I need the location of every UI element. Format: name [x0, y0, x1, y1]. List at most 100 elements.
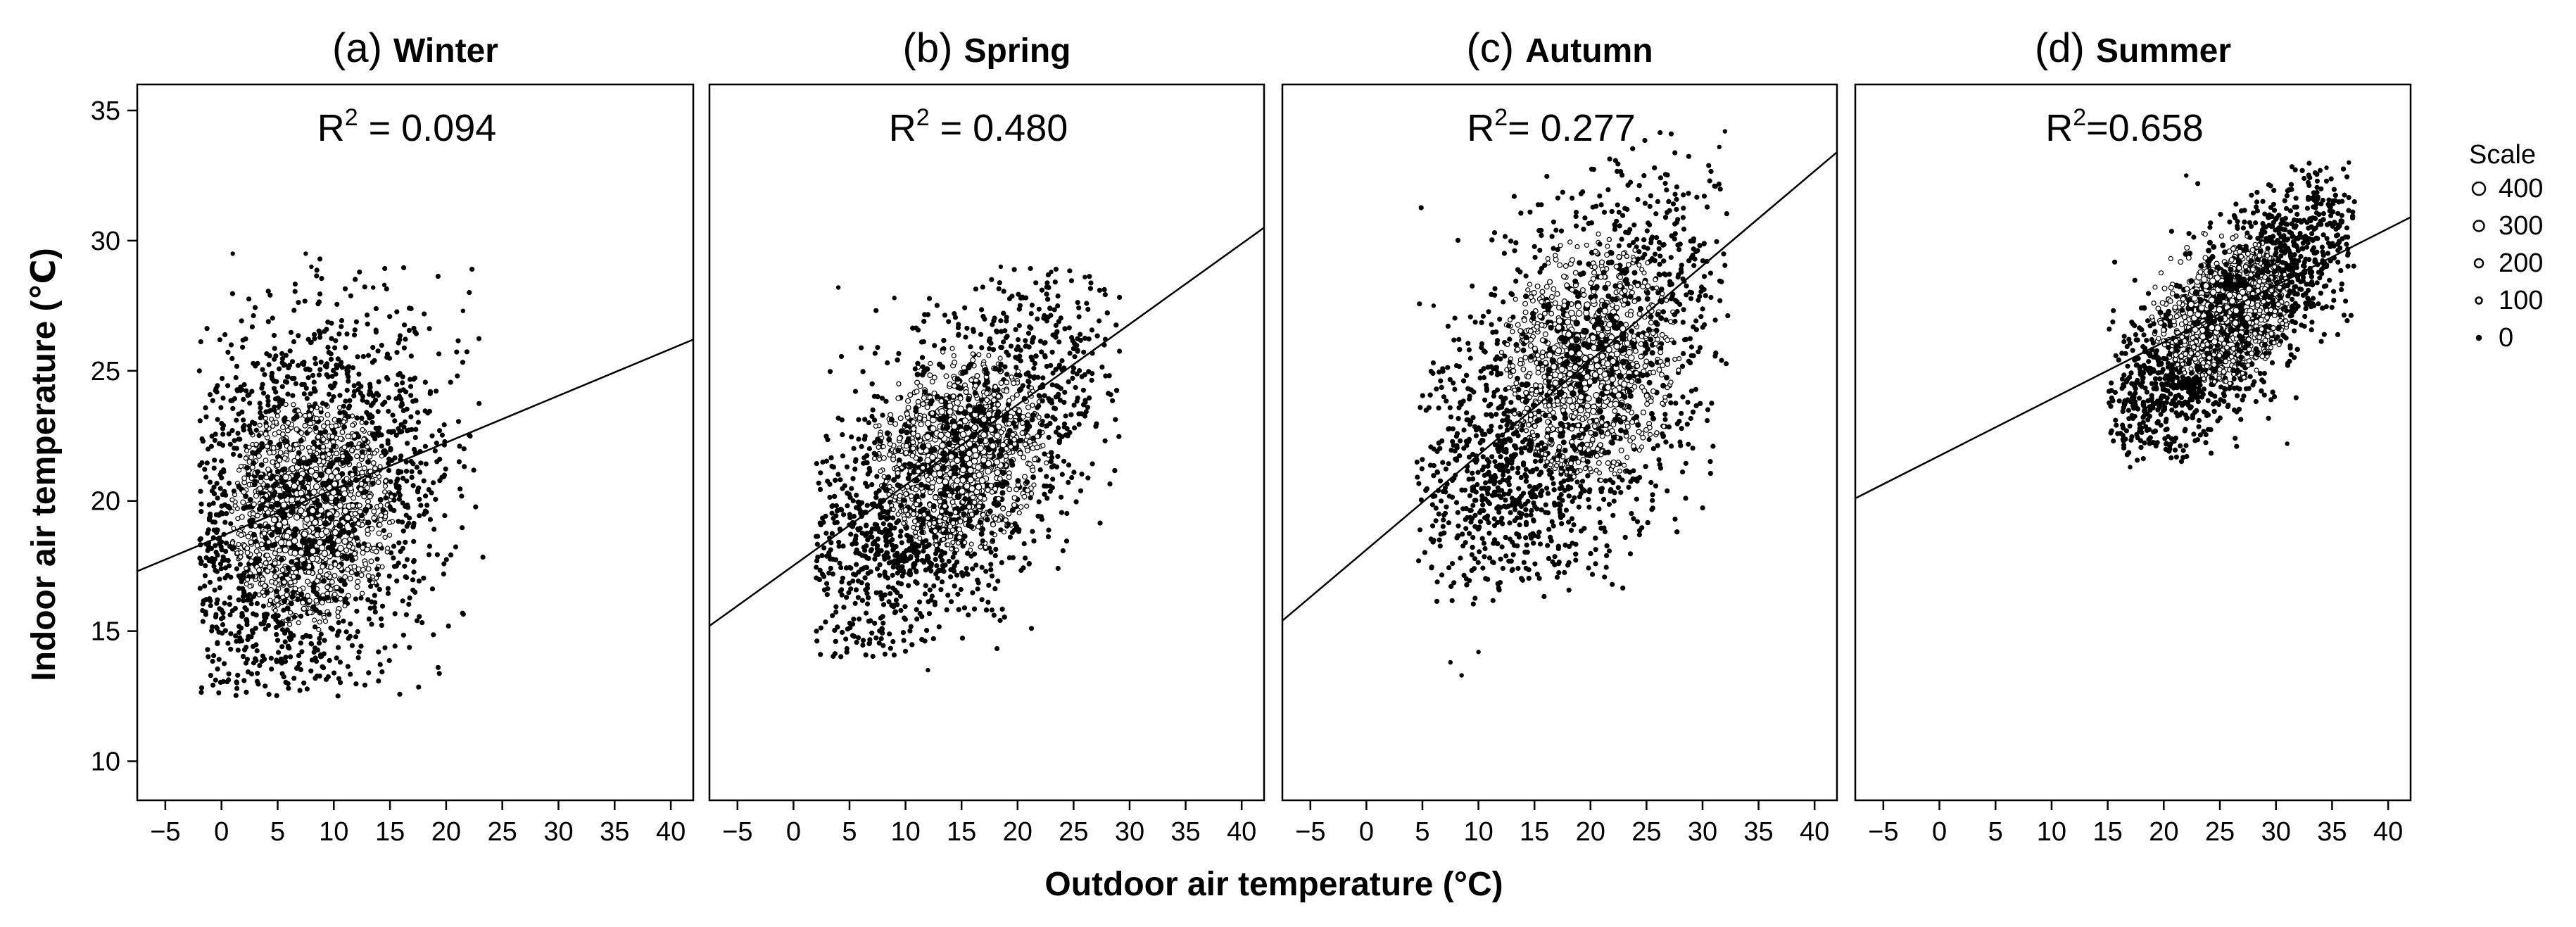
- scatter-point: [395, 479, 399, 483]
- scatter-point: [911, 547, 916, 551]
- scatter-point: [897, 381, 901, 386]
- scatter-point: [315, 268, 319, 272]
- scatter-point: [955, 493, 961, 499]
- scatter-point: [958, 519, 963, 524]
- scatter-point: [415, 465, 419, 469]
- scatter-point: [298, 508, 303, 514]
- scatter-point: [902, 555, 907, 559]
- scatter-point: [301, 456, 306, 461]
- scatter-point: [1077, 305, 1081, 310]
- scatter-point: [296, 409, 301, 413]
- scatter-point: [1047, 285, 1051, 289]
- scatter-point: [994, 459, 999, 465]
- scatter-point: [866, 586, 870, 591]
- scatter-point: [348, 622, 353, 626]
- scatter-point: [249, 559, 254, 564]
- scatter-point: [956, 592, 960, 596]
- scatter-point: [217, 441, 222, 446]
- scatter-point: [434, 389, 438, 393]
- scatter-point: [928, 490, 933, 495]
- scatter-point: [357, 372, 361, 377]
- scatter-point: [1011, 555, 1015, 560]
- scatter-point: [1062, 425, 1066, 429]
- scatter-point: [869, 619, 873, 623]
- scatter-point: [284, 353, 288, 358]
- scatter-point: [888, 632, 892, 636]
- scatter-point: [965, 326, 969, 330]
- scatter-point: [353, 333, 357, 337]
- scatter-point: [893, 610, 897, 614]
- scatter-point: [304, 460, 310, 466]
- scatter-point: [928, 588, 932, 592]
- scatter-point: [886, 510, 890, 514]
- scatter-point: [241, 418, 246, 422]
- scatter-point: [993, 554, 997, 558]
- scatter-point: [924, 538, 928, 543]
- scatter-point: [1064, 433, 1068, 437]
- scatter-point: [381, 529, 386, 533]
- scatter-point: [1051, 477, 1055, 481]
- scatter-point: [211, 683, 215, 687]
- scatter-point: [825, 593, 829, 597]
- scatter-point: [861, 643, 865, 648]
- scatter-outlier: [999, 265, 1003, 269]
- scatter-point: [427, 409, 431, 413]
- scatter-point: [1041, 443, 1045, 448]
- scatter-point: [880, 631, 885, 635]
- scatter-point: [340, 430, 345, 435]
- scatter-point: [967, 505, 972, 510]
- scatter-point: [296, 575, 301, 580]
- scatter-point: [951, 394, 956, 399]
- scatter-point: [882, 554, 886, 558]
- scatter-point: [971, 327, 976, 332]
- scatter-point: [870, 483, 874, 487]
- scatter-point: [851, 633, 855, 638]
- scatter-point: [332, 395, 336, 399]
- scatter-point: [358, 509, 362, 514]
- scatter-point: [838, 478, 842, 482]
- scatter-point: [377, 573, 381, 577]
- scatter-point: [824, 531, 828, 536]
- scatter-point: [391, 413, 395, 417]
- scatter-point: [1082, 350, 1086, 354]
- scatter-point: [266, 403, 270, 408]
- scatter-point: [199, 502, 203, 506]
- scatter-point: [1045, 281, 1049, 285]
- scatter-point: [394, 485, 398, 489]
- scatter-point: [342, 424, 347, 429]
- scatter-point: [1031, 412, 1036, 417]
- scatter-point: [814, 534, 819, 538]
- scatter-point: [925, 405, 930, 410]
- scatter-point: [819, 487, 823, 491]
- scatter-point: [312, 336, 317, 341]
- scatter-point: [1078, 332, 1082, 336]
- scatter-point: [212, 654, 216, 658]
- scatter-point: [985, 398, 990, 403]
- scatter-point: [893, 588, 897, 593]
- scatter-point: [227, 678, 231, 682]
- scatter-point: [911, 427, 916, 431]
- scatter-point: [278, 540, 284, 546]
- scatter-point: [326, 345, 330, 349]
- scatter-point: [443, 514, 447, 518]
- scatter-point: [389, 495, 393, 499]
- scatter-point: [926, 477, 931, 482]
- scatter-point: [959, 588, 963, 592]
- scatter-point: [415, 332, 419, 336]
- scatter-point: [270, 377, 274, 381]
- scatter-point: [334, 656, 339, 660]
- scatter-point: [1044, 315, 1049, 320]
- scatter-point: [318, 569, 323, 574]
- scatter-point: [920, 531, 924, 535]
- scatter-point: [891, 516, 895, 520]
- scatter-point: [204, 415, 208, 419]
- scatter-point: [1017, 409, 1022, 414]
- scatter-point: [859, 346, 864, 350]
- scatter-point: [405, 441, 410, 446]
- scatter-point: [943, 313, 947, 317]
- scatter-point: [422, 479, 426, 483]
- scatter-point: [973, 453, 978, 458]
- scatter-point: [1067, 326, 1071, 330]
- scatter-point: [1073, 341, 1077, 346]
